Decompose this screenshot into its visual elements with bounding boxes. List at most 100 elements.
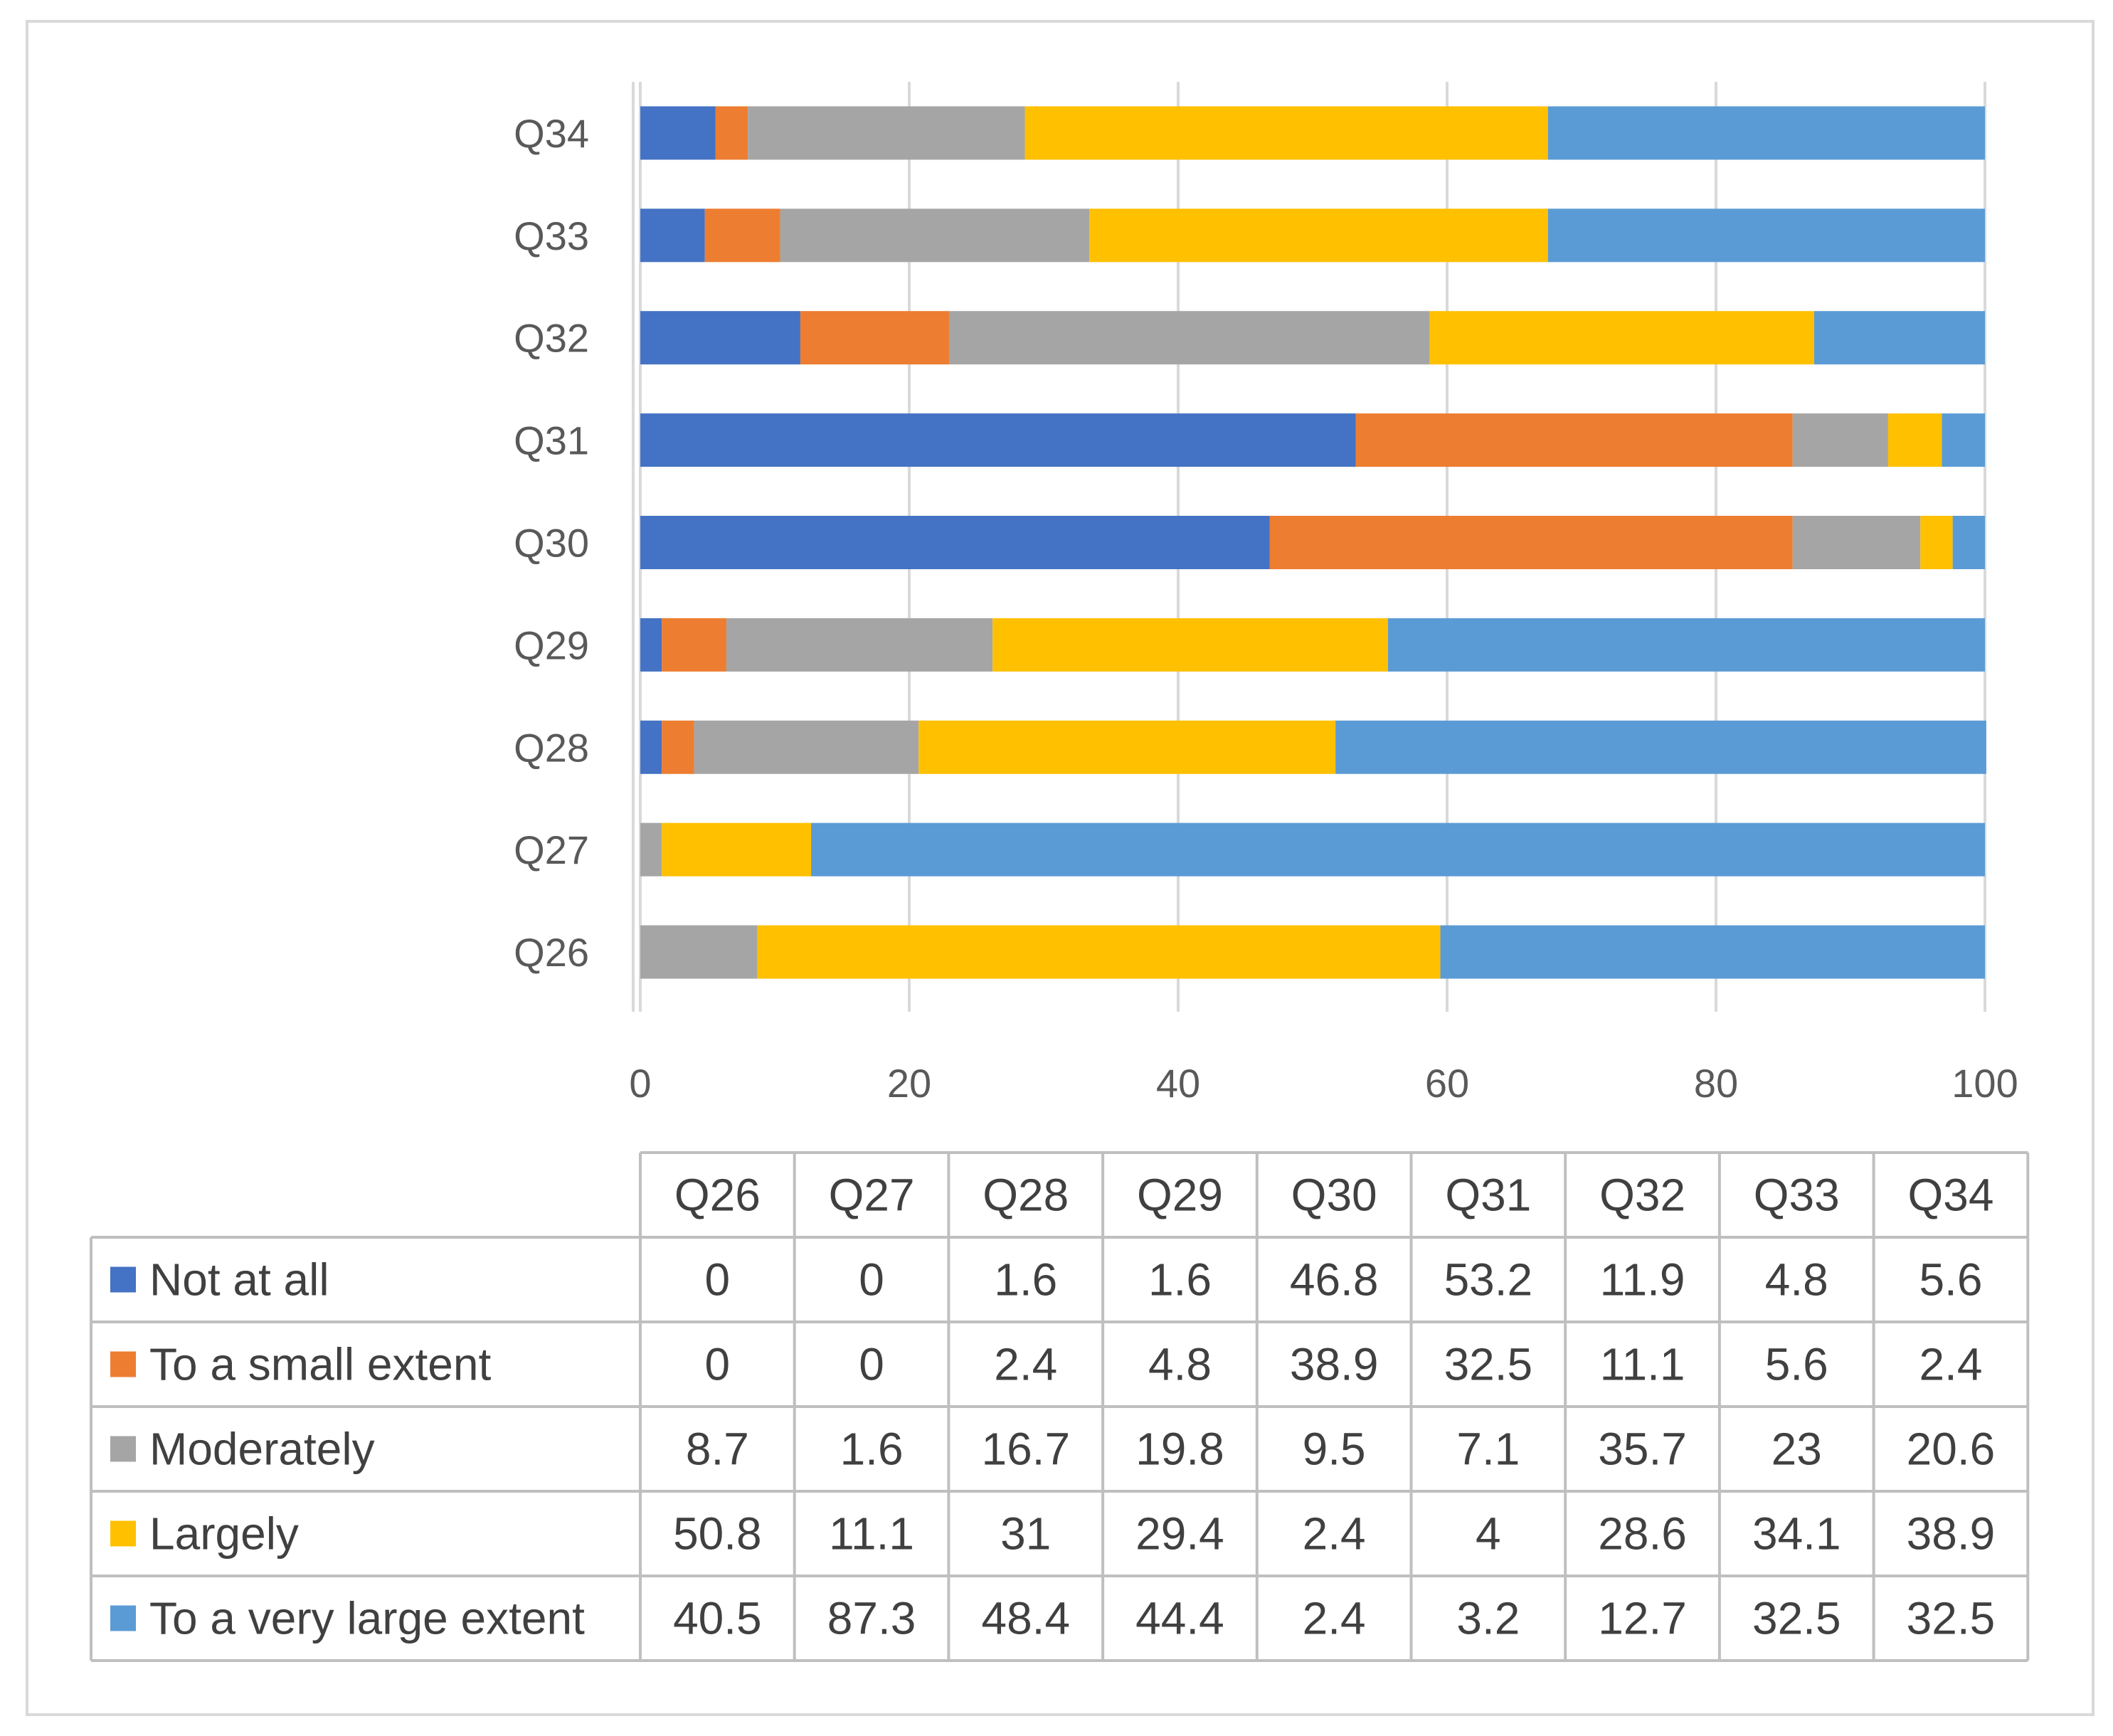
bar-segment-q34-series-3: [1024, 106, 1548, 160]
x-tick-label: 20: [887, 1061, 931, 1106]
table-header-cell: Q28: [983, 1170, 1069, 1221]
bar-segment-q28-series-2: [694, 720, 919, 774]
legend-swatch: [110, 1436, 136, 1462]
legend-swatch: [110, 1266, 136, 1293]
x-tick-label: 0: [629, 1061, 651, 1106]
bar-segment-q34-series-0: [640, 106, 716, 160]
bar-segment-q26-series-4: [1440, 925, 1985, 979]
table-value-cell: 19.8: [1135, 1424, 1224, 1475]
y-tick-label: Q32: [514, 316, 589, 361]
table-value-cell: 11.1: [829, 1508, 914, 1560]
table-value-cell: 32.5: [1907, 1593, 1996, 1644]
bar-segment-q32-series-4: [1813, 311, 1985, 365]
bar-segment-q26-series-3: [757, 925, 1441, 979]
bar-segment-q27-series-2: [640, 822, 662, 877]
table-value-cell: 1.6: [840, 1424, 904, 1475]
table-value-cell: 7.1: [1456, 1424, 1520, 1475]
table-value-cell: 46.8: [1290, 1254, 1379, 1306]
y-tick-label: Q27: [514, 827, 589, 872]
bar-segment-q29-series-0: [640, 618, 662, 672]
axes: 0 20 40 60 80 100 Q26 Q27 Q28 Q29 Q30 Q31 Q32 Q33 Q34: [514, 82, 2018, 1106]
bar-segment-q32-series-3: [1429, 311, 1814, 365]
y-tick-label: Q34: [514, 111, 589, 156]
legend-label: Moderately: [149, 1424, 375, 1475]
table-header-cell: Q34: [1907, 1170, 1993, 1221]
x-tick-label: 60: [1425, 1061, 1469, 1106]
table-value-cell: 32.5: [1752, 1593, 1841, 1644]
bar-segment-q33-series-0: [640, 208, 705, 263]
table-value-cell: 44.4: [1135, 1593, 1224, 1644]
table-value-cell: 2.4: [1919, 1339, 1982, 1390]
bar-segment-q32-series-1: [800, 311, 950, 365]
legend-label: Largely: [149, 1508, 299, 1560]
legend-label: To a small extent: [149, 1339, 491, 1390]
table-value-cell: 1.6: [994, 1254, 1057, 1306]
table-header-cell: Q33: [1754, 1170, 1840, 1221]
x-tick-label: 100: [1952, 1061, 2018, 1106]
bar-segment-q30-series-4: [1952, 516, 1985, 569]
table-value-cell: 11.1: [1600, 1339, 1685, 1390]
bar-segment-q28-series-3: [918, 720, 1336, 774]
table-value-cell: 9.5: [1303, 1424, 1366, 1475]
bar-segment-q30-series-3: [1920, 516, 1953, 569]
y-tick-label: Q33: [514, 213, 589, 258]
table-value-cell: 0: [859, 1254, 884, 1306]
legend-swatch: [110, 1605, 136, 1631]
bar-segment-q33-series-1: [704, 208, 780, 263]
bar-segment-q29-series-4: [1387, 618, 1985, 672]
legend-swatch: [110, 1520, 136, 1547]
table-value-cell: 38.9: [1290, 1339, 1379, 1390]
table-value-cell: 4.8: [1765, 1254, 1828, 1306]
table-value-cell: 35.7: [1598, 1424, 1687, 1475]
table-value-cell: 0: [859, 1339, 884, 1390]
table-value-cell: 4.8: [1148, 1339, 1212, 1390]
legend-label: To a very large extent: [149, 1593, 585, 1644]
table-value-cell: 31: [1000, 1508, 1051, 1560]
bar-segment-q30-series-1: [1269, 516, 1793, 569]
y-tick-label: Q26: [514, 930, 589, 975]
bar-segment-q31-series-4: [1942, 413, 1985, 467]
bar-segment-q28-series-4: [1335, 720, 1986, 774]
table-value-cell: 40.5: [673, 1593, 762, 1644]
bar-segment-q26-series-2: [640, 925, 758, 979]
y-tick-label: Q28: [514, 725, 589, 770]
data-table: Q26 Q27 Q28 Q29 Q30 Q31 Q32 Q33 Q34 Not at all 0 0 1…: [90, 1151, 2030, 1662]
table-header-cell: Q26: [674, 1170, 761, 1221]
table-value-cell: 12.7: [1598, 1593, 1687, 1644]
table-value-cell: 11.9: [1600, 1254, 1685, 1306]
table-value-cell: 29.4: [1135, 1508, 1224, 1560]
bar-segment-q28-series-0: [640, 720, 662, 774]
table-value-cell: 48.4: [981, 1593, 1070, 1644]
table-value-cell: 2.4: [994, 1339, 1057, 1390]
table-value-cell: 3.2: [1456, 1593, 1520, 1644]
table-value-cell: 23: [1772, 1424, 1822, 1475]
bar-segment-q29-series-3: [992, 618, 1388, 672]
bar-segment-q34-series-1: [715, 106, 748, 160]
table-value-cell: 50.8: [673, 1508, 762, 1560]
table-value-cell: 38.9: [1907, 1508, 1996, 1560]
table-value-cell: 8.7: [686, 1424, 749, 1475]
table-header-cell: Q30: [1291, 1170, 1377, 1221]
bar-segment-q34-series-4: [1547, 106, 1985, 160]
table-header-cell: Q32: [1599, 1170, 1685, 1221]
bar-segment-q32-series-2: [949, 311, 1430, 365]
x-tick-label: 40: [1156, 1061, 1200, 1106]
y-tick-label: Q30: [514, 521, 589, 566]
bar-segment-q33-series-4: [1547, 208, 1985, 263]
table-value-cell: 34.1: [1752, 1508, 1841, 1560]
bar-segment-q33-series-3: [1089, 208, 1548, 263]
bar-segment-q31-series-3: [1887, 413, 1942, 467]
table-value-cell: 5.6: [1919, 1254, 1982, 1306]
bar-segment-q30-series-0: [640, 516, 1270, 569]
bar-segment-q31-series-0: [640, 413, 1356, 467]
table-header-cell: Q27: [829, 1170, 915, 1221]
table-value-cell: 0: [705, 1254, 731, 1306]
bar-segment-q28-series-1: [662, 720, 694, 774]
table-value-cell: 28.6: [1598, 1508, 1687, 1560]
bars: [640, 106, 1986, 979]
table-value-cell: 16.7: [981, 1424, 1070, 1475]
table-value-cell: 20.6: [1907, 1424, 1996, 1475]
legend-swatch: [110, 1351, 136, 1377]
table-value-cell: 87.3: [827, 1593, 916, 1644]
